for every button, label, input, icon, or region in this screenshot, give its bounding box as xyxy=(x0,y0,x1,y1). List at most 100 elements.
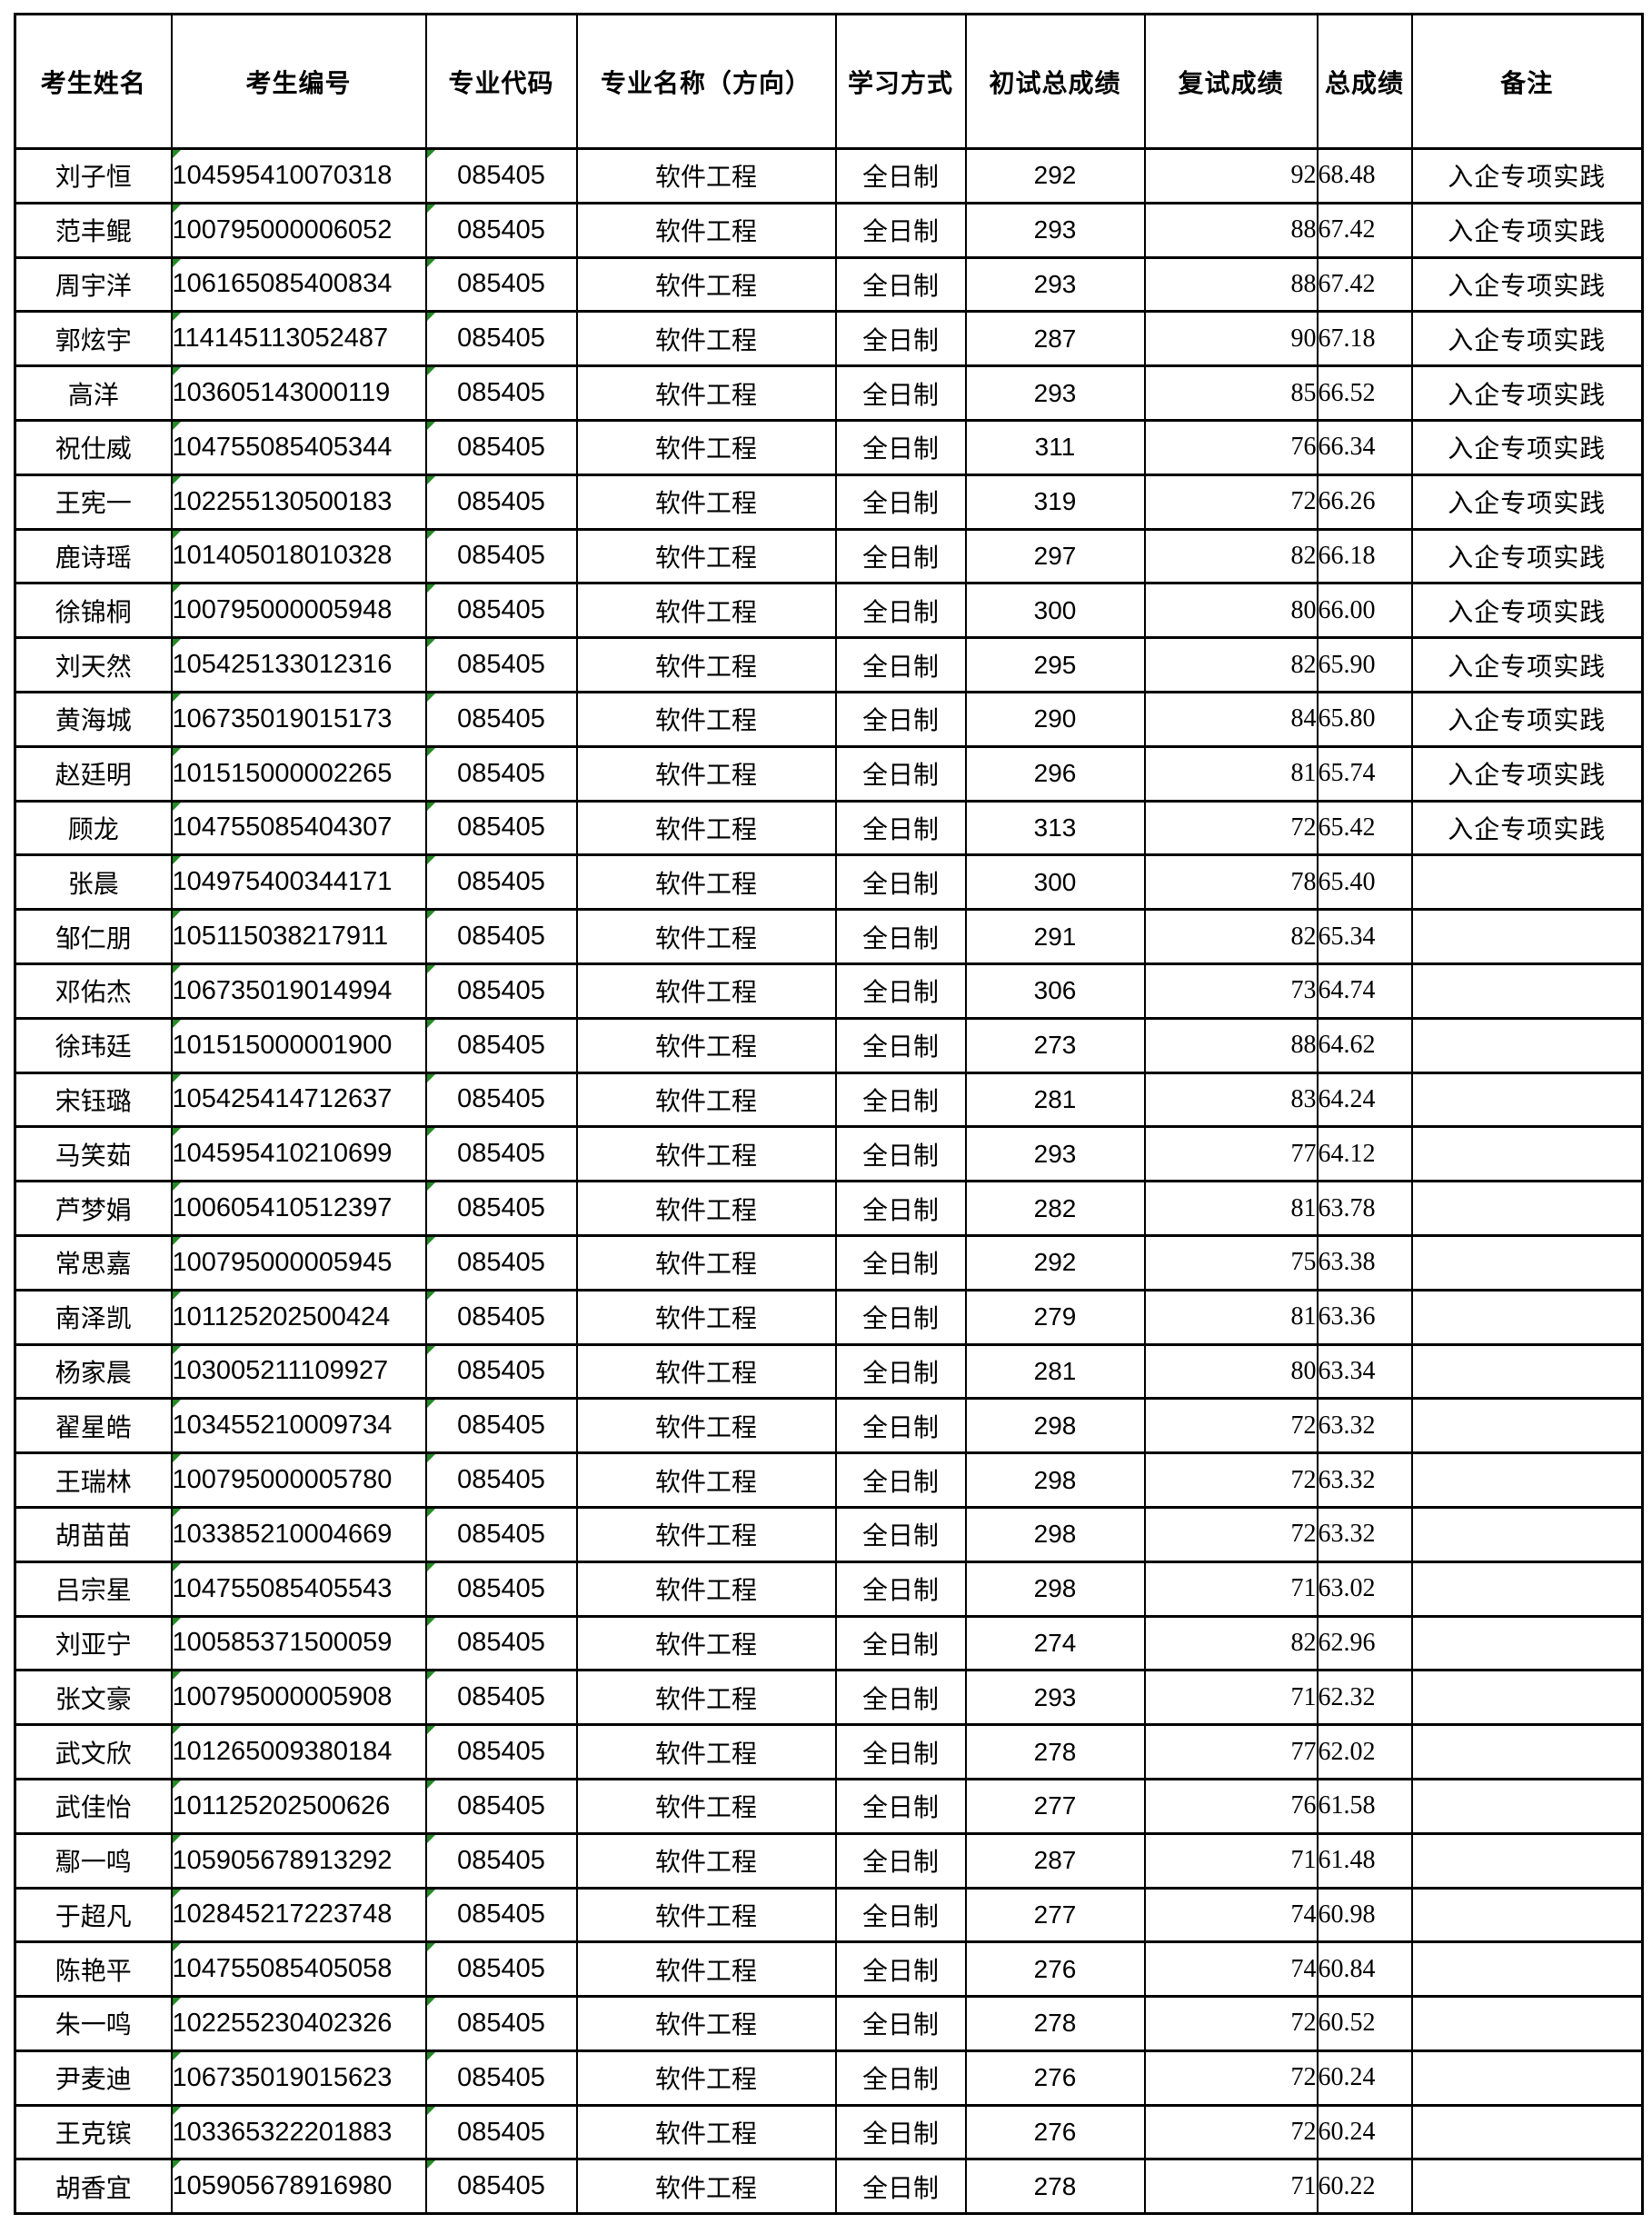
cell-major-code: 085405 xyxy=(424,201,578,259)
cell-major-name: 软件工程 xyxy=(575,636,837,693)
table-row: 翟星皓 103455210009734 085405 软件工程 全日制 298 … xyxy=(14,1397,1644,1455)
cell-initial-score: 281 xyxy=(964,1342,1146,1401)
table-row: 郭炫宇 114145113052487 085405 软件工程 全日制 287 … xyxy=(14,310,1644,368)
cell-major-name: 软件工程 xyxy=(575,1505,837,1563)
cell-retest-score: 71 xyxy=(1143,1831,1319,1890)
cell-initial-score: 290 xyxy=(964,690,1146,748)
cell-remark xyxy=(1410,2158,1644,2216)
table-row: 刘亚宁 100585371500059 085405 软件工程 全日制 274 … xyxy=(14,1614,1644,1672)
cell-candidate-name: 张文豪 xyxy=(14,1669,173,1727)
cell-candidate-name: 徐玮廷 xyxy=(14,1016,173,1074)
cell-major-code: 085405 xyxy=(424,1560,578,1618)
cell-initial-score: 300 xyxy=(964,582,1146,640)
cell-initial-score: 297 xyxy=(964,527,1146,585)
cell-remark xyxy=(1410,1342,1644,1401)
cell-retest-score: 81 xyxy=(1143,1180,1319,1237)
cell-major-name: 软件工程 xyxy=(575,1342,837,1401)
cell-remark xyxy=(1410,1451,1644,1509)
cell-retest-score: 71 xyxy=(1143,1560,1319,1618)
cell-remark xyxy=(1410,1614,1644,1672)
cell-remark: 入企专项实践 xyxy=(1410,744,1644,803)
table-row: 徐玮廷 101515000001900 085405 软件工程 全日制 273 … xyxy=(14,1016,1644,1074)
cell-retest-score: 74 xyxy=(1143,1940,1319,1999)
cell-candidate-id: 102845217223748 xyxy=(170,1886,427,1944)
cell-candidate-name: 于超凡 xyxy=(14,1886,173,1944)
cell-total-score: 60.22 xyxy=(1316,2158,1413,2216)
cell-study-mode: 全日制 xyxy=(834,364,967,422)
cell-major-name: 软件工程 xyxy=(575,527,837,585)
cell-initial-score: 278 xyxy=(964,2158,1146,2216)
cell-remark: 入企专项实践 xyxy=(1410,201,1644,259)
cell-study-mode: 全日制 xyxy=(834,1669,967,1727)
cell-total-score: 63.38 xyxy=(1316,1233,1413,1292)
cell-major-name: 软件工程 xyxy=(575,1831,837,1890)
cell-initial-score: 273 xyxy=(964,1016,1146,1074)
cell-candidate-name: 王瑞林 xyxy=(14,1451,173,1509)
cell-candidate-name: 高洋 xyxy=(14,364,173,422)
cell-candidate-name: 王宪一 xyxy=(14,473,173,531)
cell-candidate-name: 赵廷明 xyxy=(14,744,173,803)
cell-study-mode: 全日制 xyxy=(834,1940,967,1999)
cell-remark xyxy=(1410,1995,1644,2052)
cell-candidate-id: 101125202500626 xyxy=(170,1777,427,1835)
cell-remark xyxy=(1410,1505,1644,1563)
cell-total-score: 60.24 xyxy=(1316,2049,1413,2107)
cell-retest-score: 90 xyxy=(1143,310,1319,368)
cell-remark xyxy=(1410,1886,1644,1944)
cell-candidate-id: 106735019015623 xyxy=(170,2049,427,2107)
cell-candidate-id: 100605410512397 xyxy=(170,1180,427,1237)
cell-initial-score: 296 xyxy=(964,744,1146,803)
cell-total-score: 60.84 xyxy=(1316,1940,1413,1999)
cell-candidate-id: 100795000005780 xyxy=(170,1451,427,1509)
cell-candidate-name: 宋钰璐 xyxy=(14,1071,173,1129)
cell-candidate-name: 祝仕威 xyxy=(14,418,173,476)
cell-remark: 入企专项实践 xyxy=(1410,147,1644,204)
table-row: 鄢一鸣 105905678913292 085405 软件工程 全日制 287 … xyxy=(14,1831,1644,1890)
table-row: 胡香宜 105905678916980 085405 软件工程 全日制 278 … xyxy=(14,2158,1644,2216)
cell-study-mode: 全日制 xyxy=(834,1071,967,1129)
cell-candidate-id: 102255230402326 xyxy=(170,1995,427,2052)
column-header-initial-score: 初试总成绩 xyxy=(964,13,1146,150)
cell-total-score: 67.18 xyxy=(1316,310,1413,368)
cell-remark: 入企专项实践 xyxy=(1410,527,1644,585)
cell-major-name: 软件工程 xyxy=(575,2049,837,2107)
table-row: 黄海城 106735019015173 085405 软件工程 全日制 290 … xyxy=(14,690,1644,748)
cell-major-code: 085405 xyxy=(424,1886,578,1944)
column-header-remark: 备注 xyxy=(1410,13,1644,150)
cell-major-name: 软件工程 xyxy=(575,1560,837,1618)
cell-major-code: 085405 xyxy=(424,582,578,640)
cell-major-code: 085405 xyxy=(424,1451,578,1509)
cell-retest-score: 72 xyxy=(1143,799,1319,857)
cell-major-code: 085405 xyxy=(424,1723,578,1780)
cell-total-score: 63.32 xyxy=(1316,1397,1413,1455)
cell-initial-score: 293 xyxy=(964,364,1146,422)
table-row: 祝仕威 104755085405344 085405 软件工程 全日制 311 … xyxy=(14,418,1644,476)
cell-study-mode: 全日制 xyxy=(834,1125,967,1183)
cell-candidate-name: 范丰鲲 xyxy=(14,201,173,259)
cell-candidate-name: 黄海城 xyxy=(14,690,173,748)
cell-remark xyxy=(1410,1397,1644,1455)
cell-study-mode: 全日制 xyxy=(834,1288,967,1346)
cell-major-code: 085405 xyxy=(424,1180,578,1237)
cell-major-name: 软件工程 xyxy=(575,1669,837,1727)
cell-total-score: 65.42 xyxy=(1316,799,1413,857)
cell-candidate-name: 胡苗苗 xyxy=(14,1505,173,1563)
cell-major-name: 软件工程 xyxy=(575,1016,837,1074)
cell-total-score: 67.42 xyxy=(1316,201,1413,259)
table-row: 周宇洋 106165085400834 085405 软件工程 全日制 293 … xyxy=(14,255,1644,314)
cell-study-mode: 全日制 xyxy=(834,201,967,259)
cell-major-code: 085405 xyxy=(424,310,578,368)
cell-study-mode: 全日制 xyxy=(834,853,967,912)
table-row: 王瑞林 100795000005780 085405 软件工程 全日制 298 … xyxy=(14,1451,1644,1509)
cell-study-mode: 全日制 xyxy=(834,1180,967,1237)
cell-major-name: 软件工程 xyxy=(575,201,837,259)
cell-retest-score: 72 xyxy=(1143,2049,1319,2107)
cell-initial-score: 293 xyxy=(964,201,1146,259)
cell-remark: 入企专项实践 xyxy=(1410,636,1644,693)
cell-study-mode: 全日制 xyxy=(834,255,967,314)
cell-major-name: 软件工程 xyxy=(575,1886,837,1944)
cell-major-code: 085405 xyxy=(424,1288,578,1346)
table-row: 鹿诗瑶 101405018010328 085405 软件工程 全日制 297 … xyxy=(14,527,1644,585)
cell-major-name: 软件工程 xyxy=(575,1995,837,2052)
cell-total-score: 65.80 xyxy=(1316,690,1413,748)
